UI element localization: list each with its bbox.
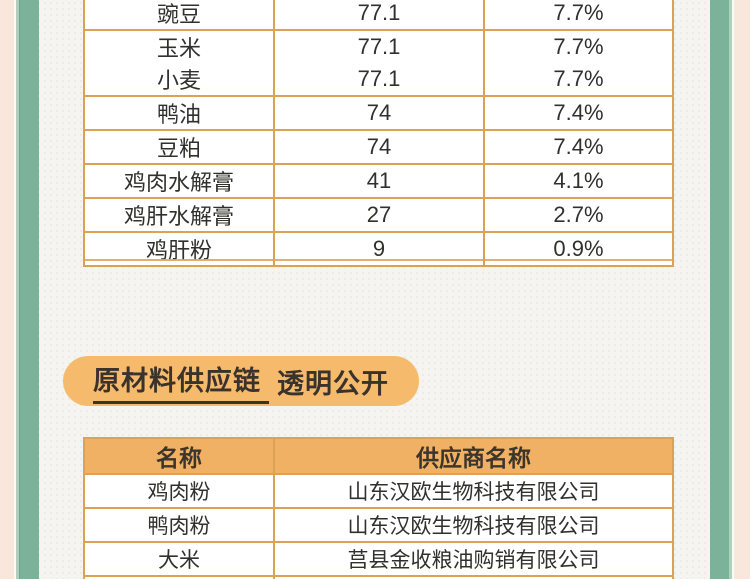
right-green-border-bar xyxy=(710,0,730,579)
ingredient-row: 鸡肝粉 9 0.9% xyxy=(83,231,674,267)
ingredient-amount-cell: 77.1 xyxy=(273,63,485,97)
ingredient-row: 玉米 77.1 7.7% xyxy=(83,29,674,63)
ingredient-name-cell: 鸡肝水解膏 xyxy=(83,197,275,233)
supplier-company-cell: 山东汉欧生物科技有限公司 xyxy=(273,507,674,543)
left-green-highlight-stripe xyxy=(16,0,19,579)
supplier-header-row: 名称 供应商名称 xyxy=(83,437,674,475)
supplier-row: 鸭肉粉 山东汉欧生物科技有限公司 xyxy=(83,507,674,543)
ingredient-percent-cell: 7.4% xyxy=(483,95,674,131)
badge-rest-text: 透明公开 xyxy=(277,368,389,399)
supplier-row-partial xyxy=(83,575,674,579)
ingredient-row: 豌豆 77.1 7.7% xyxy=(83,0,674,31)
right-green-highlight-stripe xyxy=(729,0,732,579)
ingredient-percent-cell: 7.4% xyxy=(483,129,674,165)
ingredient-percent-cell: 2.7% xyxy=(483,197,674,233)
ingredient-row: 鸡肉水解膏 41 4.1% xyxy=(83,163,674,199)
ingredient-percent-cell: 0.9% xyxy=(483,231,674,267)
supplier-row: 大米 莒县金收粮油购销有限公司 xyxy=(83,541,674,577)
right-edge-gap xyxy=(732,0,734,579)
ingredient-row: 鸡肝水解膏 27 2.7% xyxy=(83,197,674,233)
ingredient-name-cell: 鸡肝粉 xyxy=(83,231,275,267)
supplier-table: 名称 供应商名称 鸡肉粉 山东汉欧生物科技有限公司 鸭肉粉 山东汉欧生物科技有限… xyxy=(83,437,674,579)
ingredient-name-cell: 豌豆 xyxy=(83,0,275,31)
ingredient-percent-cell: 4.1% xyxy=(483,163,674,199)
ingredient-percent-cell: 7.7% xyxy=(483,63,674,97)
supplier-company-cell: 山东汉欧生物科技有限公司 xyxy=(273,473,674,509)
supplier-row: 鸡肉粉 山东汉欧生物科技有限公司 xyxy=(83,473,674,509)
right-edge-pink-stripe xyxy=(734,0,750,579)
ingredient-name-cell: 豆粕 xyxy=(83,129,275,165)
supplier-material-cell-empty xyxy=(83,575,275,579)
supplier-material-cell: 大米 xyxy=(83,541,275,577)
ingredient-amount-cell: 27 xyxy=(273,197,485,233)
ingredient-percent-cell: 7.7% xyxy=(483,0,674,31)
left-edge-pink-stripe xyxy=(0,0,14,579)
supplier-material-cell: 鸡肉粉 xyxy=(83,473,275,509)
ingredient-percent-cell: 7.7% xyxy=(483,29,674,63)
ingredient-row: 鸭油 74 7.4% xyxy=(83,95,674,131)
supplier-company-cell-empty xyxy=(273,575,674,579)
ingredient-amount-cell: 9 xyxy=(273,231,485,267)
ingredient-row: 小麦 77.1 7.7% xyxy=(83,63,674,97)
supplier-material-cell: 鸭肉粉 xyxy=(83,507,275,543)
ingredient-name-cell: 鸭油 xyxy=(83,95,275,131)
supplier-name-column-header: 名称 xyxy=(83,437,275,475)
ingredient-row: 豆粕 74 7.4% xyxy=(83,129,674,165)
table-bottom-accent-line xyxy=(83,259,672,261)
section-title-badge: 原材料供应链 透明公开 xyxy=(63,356,419,406)
supplier-company-column-header: 供应商名称 xyxy=(273,437,674,475)
ingredient-name-cell: 玉米 xyxy=(83,29,275,63)
ingredient-amount-cell: 77.1 xyxy=(273,0,485,31)
ingredient-name-cell: 鸡肉水解膏 xyxy=(83,163,275,199)
ingredient-composition-table: 豌豆 77.1 7.7% 玉米 77.1 7.7% 小麦 77.1 7.7% xyxy=(83,0,674,267)
badge-underlined-text: 原材料供应链 xyxy=(93,359,269,404)
ingredient-amount-cell: 74 xyxy=(273,95,485,131)
ingredient-amount-cell: 41 xyxy=(273,163,485,199)
ingredient-amount-cell: 74 xyxy=(273,129,485,165)
ingredient-name-cell: 小麦 xyxy=(83,63,275,97)
supplier-company-cell: 莒县金收粮油购销有限公司 xyxy=(273,541,674,577)
ingredient-amount-cell: 77.1 xyxy=(273,29,485,63)
left-edge-gap xyxy=(14,0,16,579)
left-green-border-bar xyxy=(19,0,39,579)
